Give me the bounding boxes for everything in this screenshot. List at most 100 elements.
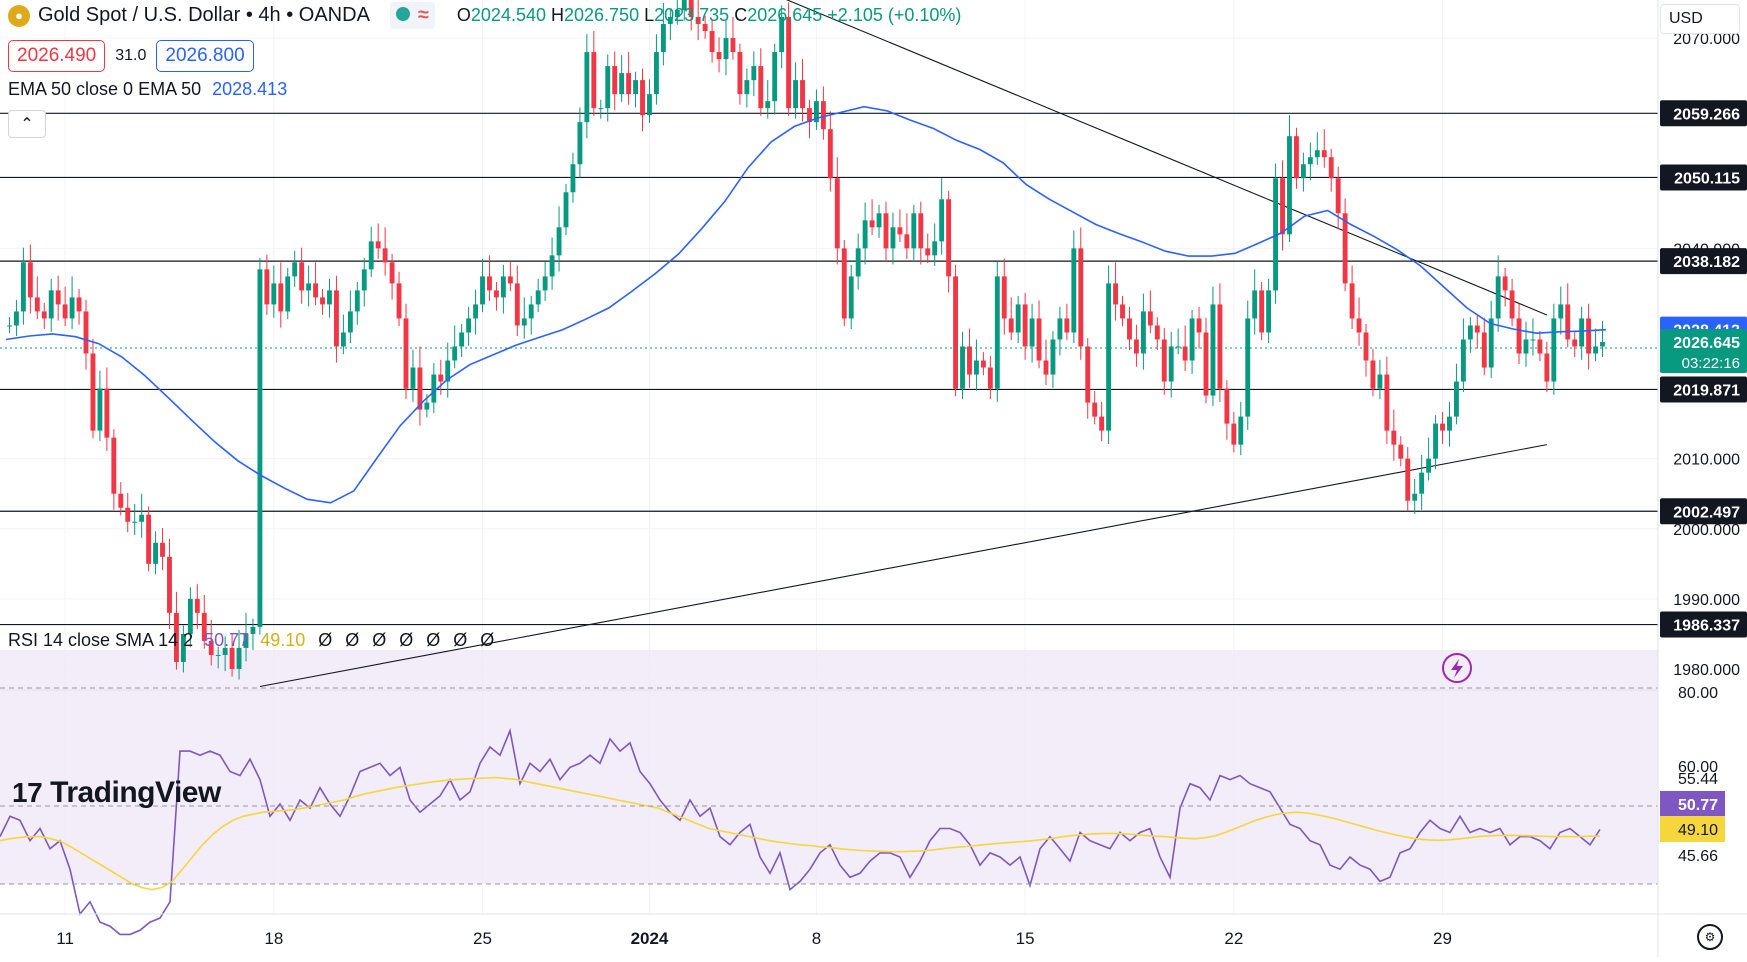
rsi-line (0, 727, 1601, 936)
rsi-legend[interactable]: RSI 14 close SMA 14 2 50.77 49.10 Ø Ø Ø … (8, 630, 498, 651)
candle-body (1516, 318, 1522, 354)
candle-body (368, 241, 374, 270)
candle-body (1099, 416, 1105, 431)
buy-price-button[interactable]: 2026.800 (156, 40, 254, 72)
lightning-icon-ring[interactable] (1442, 653, 1472, 683)
candle-body (132, 521, 138, 523)
ema-legend-label: EMA 50 close 0 EMA 50 (8, 79, 202, 99)
quote-row: 2026.490 31.0 2026.800 (8, 40, 254, 72)
countdown-label: 03:22:16 (1682, 355, 1740, 372)
candle-body (1307, 157, 1313, 165)
candle-body (793, 80, 798, 109)
candle-body (925, 248, 931, 256)
status-pill[interactable]: ≈ (389, 2, 435, 29)
candle-body (1488, 318, 1494, 368)
candle-body (1001, 276, 1007, 319)
candle-body (1120, 304, 1125, 319)
candle-body (535, 290, 541, 305)
candle-body (382, 248, 388, 263)
rsi-legend-value: 50.77 (204, 630, 250, 650)
candle-body (1294, 136, 1299, 179)
time-tick-label: 2024 (631, 929, 669, 948)
symbol-legend[interactable]: ● Gold Spot / U.S. Dollar • 4h • OANDA ≈… (8, 2, 961, 29)
candle-body (403, 318, 409, 389)
candle-body (1412, 493, 1418, 501)
price-tick-label: 2010.000 (1673, 452, 1740, 469)
tradingview-logo[interactable]: 17 TradingView (12, 776, 221, 810)
candle-body (1189, 318, 1195, 361)
rsi-axis-label: 60.00 (1678, 759, 1718, 776)
candle-body (1287, 136, 1292, 235)
candle-body (306, 283, 312, 291)
spread-value: 31.0 (115, 47, 147, 64)
candle-body (250, 626, 256, 634)
candle-body (709, 31, 715, 53)
candle-body (187, 598, 193, 634)
candle-body (146, 514, 152, 564)
level-price-tag-bg (1660, 100, 1747, 127)
ema-legend[interactable]: EMA 50 close 0 EMA 50 2028.413 (8, 79, 287, 100)
candle-body (841, 248, 847, 319)
candle-body (264, 269, 270, 305)
candle-body (41, 311, 47, 319)
sell-price-button[interactable]: 2026.490 (8, 40, 106, 72)
currency-selector[interactable]: USD (1660, 4, 1740, 34)
candle-body (897, 227, 903, 235)
time-tick-label: 22 (1224, 929, 1243, 948)
candle-body (1029, 318, 1035, 347)
candle-body (1182, 346, 1188, 361)
candle-body (424, 402, 430, 410)
price-tick-label: 2000.000 (1673, 522, 1740, 539)
high-value: 2026.750 (564, 5, 640, 25)
candle-body (1022, 304, 1028, 347)
tradingview-logo-icon: 17 (12, 777, 43, 808)
change-value: +2.105 (+0.10%) (827, 5, 962, 25)
level-price-tag: 2038.182 (1673, 254, 1740, 271)
collapse-legend-button[interactable]: ⌃ (8, 110, 46, 138)
rsi-sma-tag-bg (1660, 816, 1725, 842)
candle-body (528, 304, 534, 319)
candle-body (431, 374, 437, 403)
candle-body (619, 73, 625, 95)
symbol-title[interactable]: Gold Spot / U.S. Dollar • 4h • OANDA (38, 4, 370, 26)
price-tick-label: 1990.000 (1673, 592, 1740, 609)
candle-body (598, 108, 604, 110)
candle-body (883, 213, 889, 249)
candle-body (334, 290, 339, 347)
candle-body (34, 297, 40, 312)
candle-body (647, 94, 652, 116)
candle-body (1217, 304, 1223, 389)
candle-body (1593, 346, 1598, 354)
candle-body (1210, 304, 1216, 396)
low-value: 2023.735 (654, 5, 730, 25)
lower-trendline (259, 444, 1547, 688)
candle-body (48, 290, 54, 319)
time-axis[interactable]: 11 18 25 2024 8 15 22 29 (56, 929, 1452, 948)
candle-body (90, 353, 96, 431)
candle-body (1300, 164, 1306, 179)
candle-body (1231, 423, 1237, 445)
candle-body (62, 304, 68, 319)
rsi-axis-label: 55.44 (1678, 771, 1718, 788)
candle-body (890, 227, 896, 249)
candle-body (452, 346, 458, 361)
lightning-icon[interactable] (1451, 659, 1463, 678)
candle-body (869, 220, 875, 228)
candle-body (848, 276, 854, 319)
candle-body (174, 612, 179, 662)
candle-body (911, 213, 917, 249)
candle-body (716, 52, 722, 60)
candle-body (1377, 374, 1383, 389)
level-price-tag: 2002.497 (1673, 504, 1740, 521)
price-axis[interactable]: 2070.0002040.0002010.0002000.0001990.000… (1673, 31, 1740, 679)
candle-body (1008, 318, 1014, 333)
time-tick-label: 25 (473, 929, 492, 948)
candle-body (1419, 472, 1425, 494)
settings-gear-icon[interactable]: ⚙ (1697, 924, 1723, 950)
level-price-tag-bg (1660, 498, 1747, 525)
candle-body (215, 654, 221, 656)
rsi-sma-legend-value: 49.10 (260, 630, 306, 650)
